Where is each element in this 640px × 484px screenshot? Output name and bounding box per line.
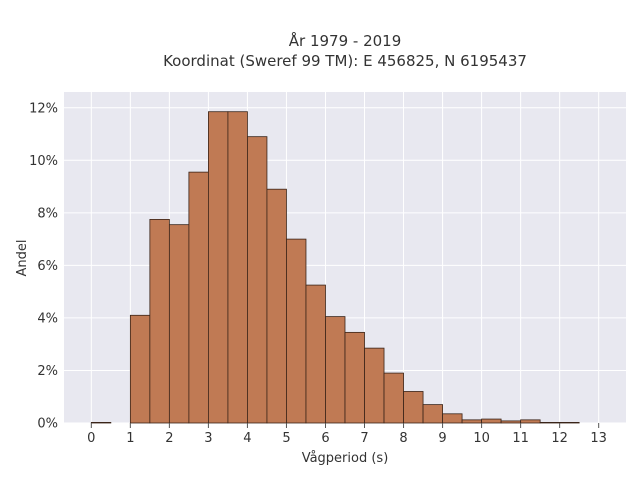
y-tick-label: 4% [37,311,58,326]
histogram-bar [305,284,326,424]
y-tick-label: 12% [29,101,58,116]
histogram-bar [500,420,522,424]
y-axis-label: Andel [15,240,30,277]
x-tick-label: 11 [512,431,529,446]
histogram-bar [149,219,170,424]
histogram-bar [90,421,112,424]
x-tick-label: 5 [282,431,290,446]
x-tick-label: 4 [243,431,251,446]
x-tick-label: 1 [126,431,134,446]
histogram-bar [208,111,229,424]
y-tick-label: 0% [37,417,58,432]
histogram-bar [559,421,580,424]
x-tick-label: 12 [551,431,568,446]
histogram-bar [168,224,190,424]
histogram-bar [188,171,209,424]
x-tick-label: 6 [321,431,329,446]
histogram-bar [325,316,346,424]
histogram-bar [442,413,463,424]
histogram-bar [227,111,248,424]
histogram-bar [539,421,561,424]
x-tick-label: 0 [87,431,95,446]
bars [90,111,580,424]
histogram-bar [286,238,307,424]
y-tick-label: 6% [37,259,58,274]
chart-title-line2: Koordinat (Sweref 99 TM): E 456825, N 61… [163,52,527,70]
x-tick-label: 7 [360,431,368,446]
y-tick-label: 10% [29,154,58,169]
histogram-bar [520,419,541,424]
x-tick-label: 13 [590,431,607,446]
histogram-bar [344,331,365,424]
x-axis-label: Vågperiod (s) [302,451,389,466]
x-tick-label: 9 [438,431,446,446]
chart-title-line1: År 1979 - 2019 [289,31,402,50]
x-tick-label: 2 [165,431,173,446]
histogram-bar [247,136,268,424]
x-tick-label: 3 [204,431,212,446]
histogram-bar [383,372,404,424]
y-tick-label: 8% [37,206,58,221]
histogram-bar [461,419,482,424]
histogram-bar [481,418,502,424]
histogram-bar [403,391,424,424]
histogram-bar [422,404,443,424]
histogram-bar [129,314,151,424]
x-tick-label: 8 [399,431,407,446]
x-tick-label: 10 [473,431,490,446]
histogram-bar [266,188,287,424]
y-axis-ticks: 0% 2% 4% 6% 8% 10% 12% [29,101,58,431]
x-axis-ticks: 0 1 2 3 4 5 6 7 8 9 10 11 12 13 [87,423,607,446]
y-tick-label: 2% [37,364,58,379]
histogram-bar [364,347,385,424]
